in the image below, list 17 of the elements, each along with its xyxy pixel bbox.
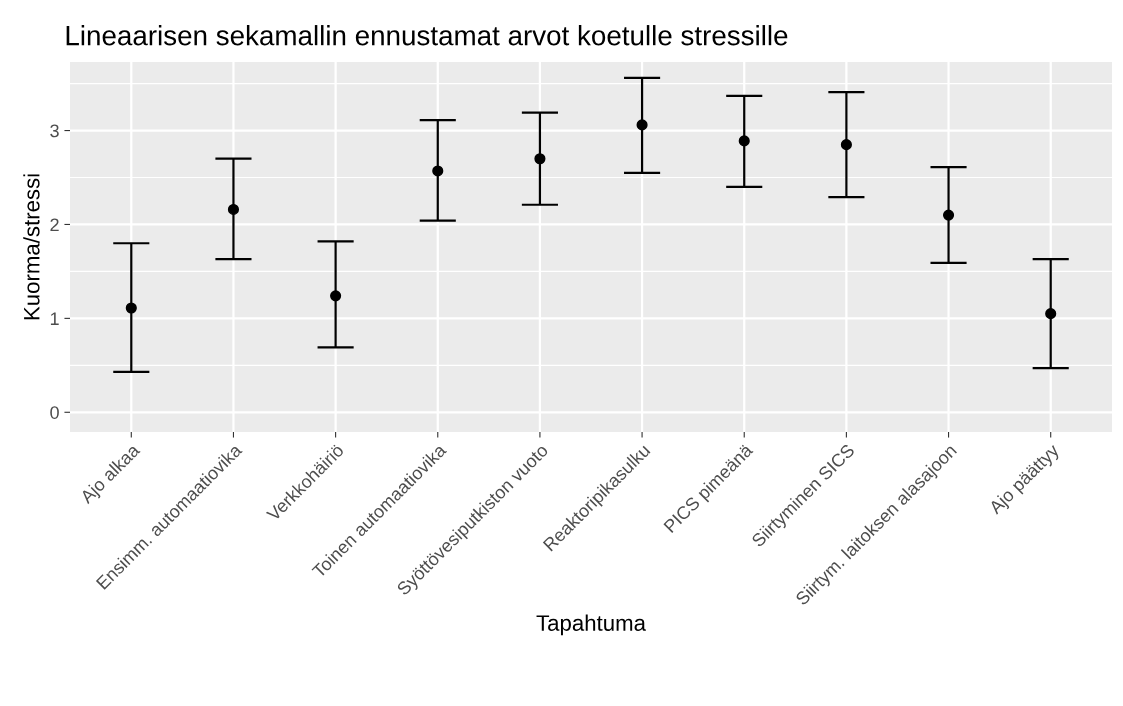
y-tick-label: 1 (50, 312, 59, 325)
point (942, 209, 955, 221)
point (432, 165, 444, 177)
point (738, 135, 750, 147)
point (125, 302, 137, 314)
y-tick-label: 0 (50, 406, 59, 419)
point (534, 153, 546, 165)
y-axis-title: Kuorma/stressi (23, 174, 40, 320)
x-axis-title: Tapahtuma (536, 614, 646, 636)
y-tick-label: 2 (50, 218, 59, 231)
chart-title: Lineaarisen sekamallin ennustamat arvot koetulle stressille (66, 25, 788, 46)
point (1045, 308, 1057, 320)
point (840, 139, 852, 151)
y-tick-label: 3 (50, 124, 59, 138)
point (227, 203, 240, 215)
point (330, 290, 342, 302)
point (636, 119, 648, 131)
